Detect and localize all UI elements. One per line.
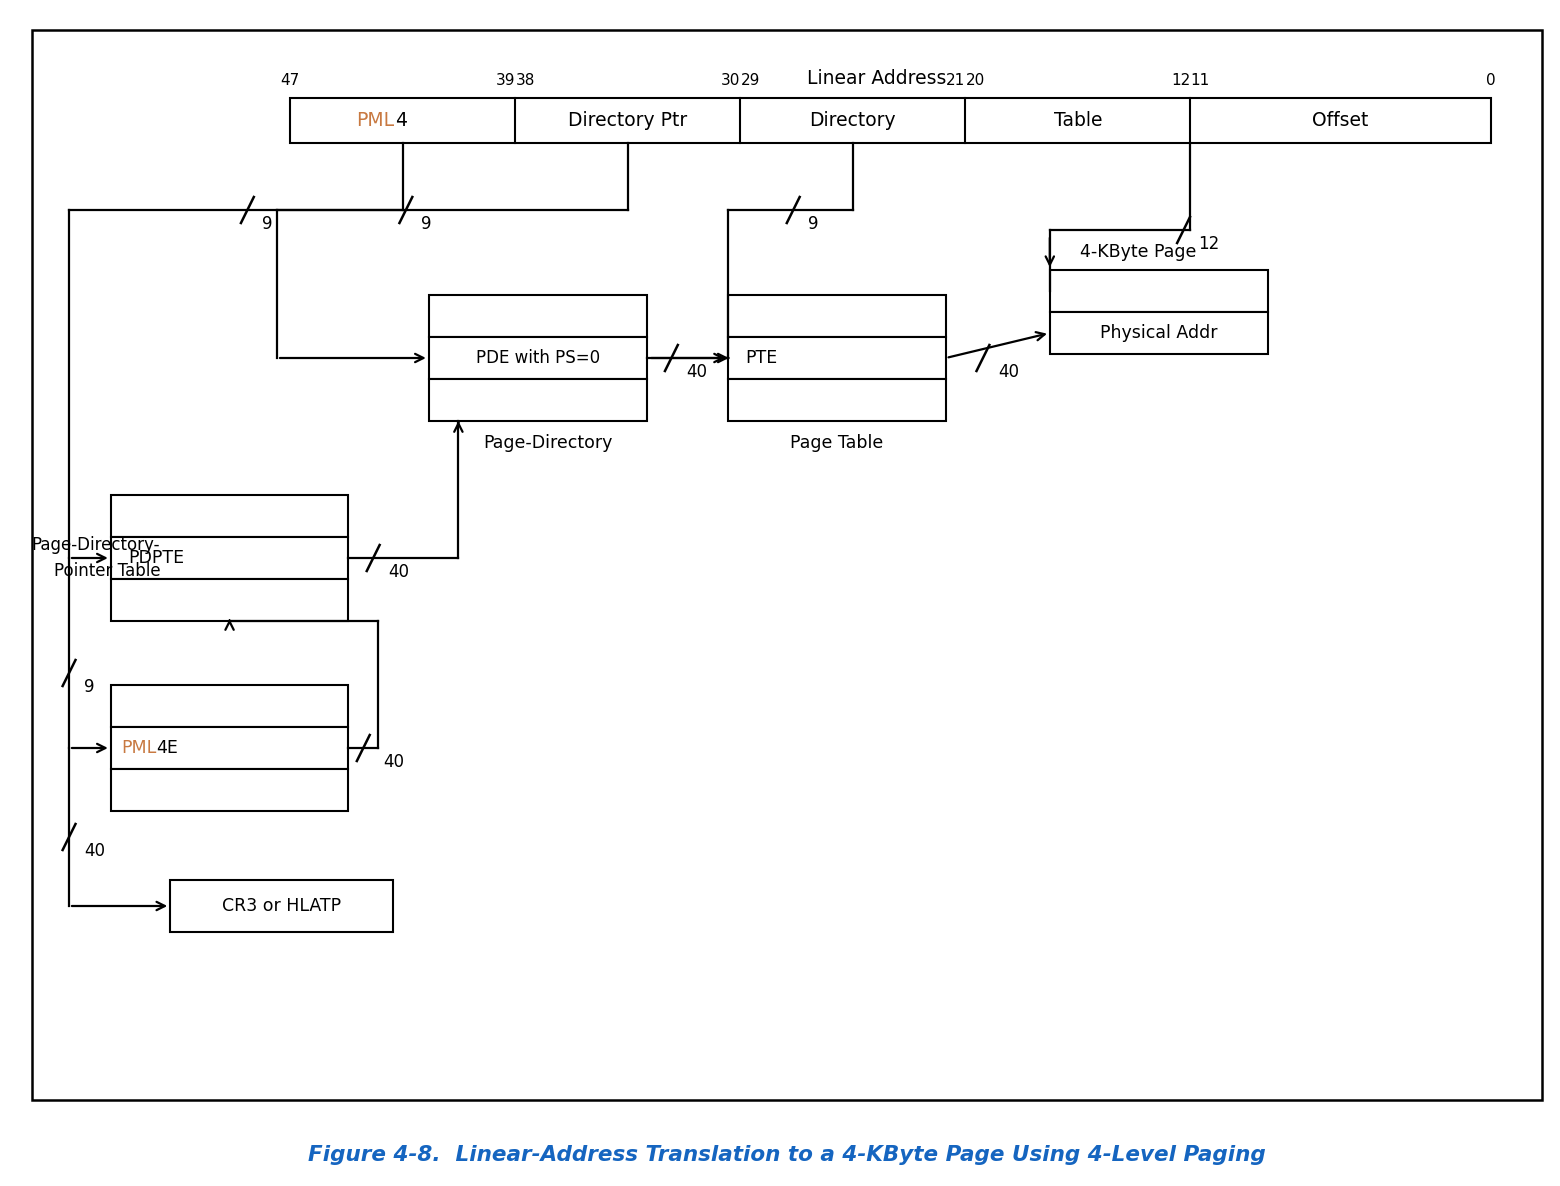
Text: 40: 40 [384,753,404,771]
Text: 9: 9 [808,215,819,232]
Text: PML: PML [357,111,395,130]
Bar [170,880,393,932]
Bar [1050,312,1268,353]
Bar [111,727,348,769]
Text: 38: 38 [515,74,535,88]
Text: 11: 11 [1190,74,1211,88]
Text: 30: 30 [721,74,739,88]
Bar [290,98,1491,144]
Text: 0: 0 [1485,74,1496,88]
Text: Offset: Offset [1312,111,1368,130]
Text: Directory Ptr: Directory Ptr [568,111,688,130]
Text: Linear Address: Linear Address [807,69,945,88]
Text: 21: 21 [945,74,966,88]
Text: 47: 47 [281,74,300,88]
Text: Page-Directory: Page-Directory [484,434,612,452]
Bar [429,295,646,337]
Text: 9: 9 [262,215,273,232]
Bar [729,337,945,380]
Bar [1050,270,1268,312]
Bar [111,579,348,621]
Text: Page-Directory-: Page-Directory- [31,536,161,554]
Text: 12: 12 [1198,235,1220,253]
Bar [111,537,348,579]
Text: PTE: PTE [746,349,778,366]
Text: 9: 9 [421,215,431,232]
Text: Pointer Table: Pointer Table [53,562,161,580]
Text: 40: 40 [388,563,409,581]
Text: 20: 20 [966,74,984,88]
Bar [111,495,348,537]
Bar [429,337,646,380]
Text: 40: 40 [84,842,105,860]
Text: 4-KByte Page: 4-KByte Page [1080,243,1197,261]
Text: PML: PML [122,739,156,757]
Text: 29: 29 [741,74,760,88]
Text: 9: 9 [84,678,95,696]
Text: 4E: 4E [156,739,178,757]
Text: 40: 40 [998,363,1019,381]
Text: Page Table: Page Table [791,434,883,452]
Bar [111,769,348,811]
Text: 39: 39 [496,74,515,88]
Text: 4: 4 [395,111,407,130]
Text: Table: Table [1053,111,1103,130]
Text: Physical Addr: Physical Addr [1100,324,1217,342]
Text: Figure 4-8.  Linear-Address Translation to a 4-KByte Page Using 4-Level Paging: Figure 4-8. Linear-Address Translation t… [309,1144,1267,1165]
Text: PDE with PS=0: PDE with PS=0 [476,349,599,366]
Bar [429,380,646,421]
Bar [111,686,348,727]
Text: Directory: Directory [810,111,895,130]
Text: 40: 40 [686,363,707,381]
Text: 12: 12 [1172,74,1190,88]
Text: CR3 or HLATP: CR3 or HLATP [222,897,342,916]
Bar [729,380,945,421]
Text: PDPTE: PDPTE [128,549,184,567]
Bar [729,295,945,337]
